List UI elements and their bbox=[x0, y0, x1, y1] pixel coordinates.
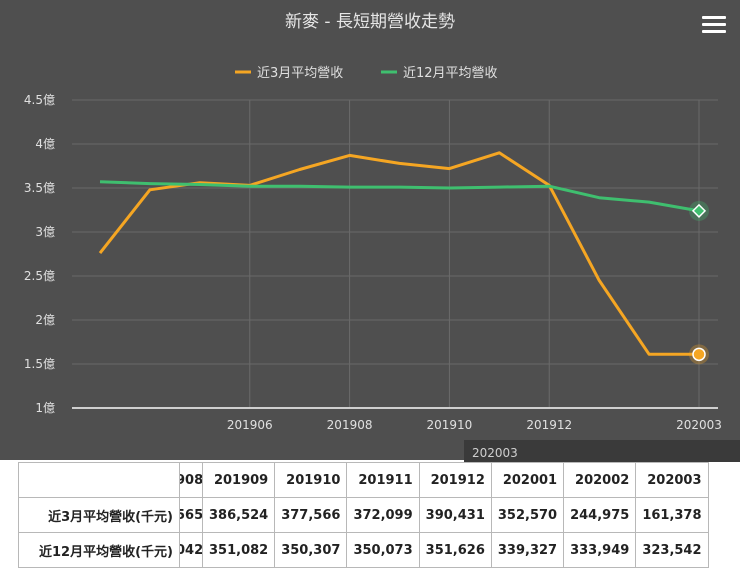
table-header-cell: 202003 bbox=[635, 462, 709, 498]
table-cell: 565 bbox=[179, 497, 203, 533]
y-tick-label: 4.5億 bbox=[24, 93, 55, 107]
table-cell: 351,082 bbox=[201, 532, 276, 568]
table-header-cell: 201912 bbox=[418, 462, 492, 498]
chart-title: 新麥 - 長短期營收走勢 bbox=[285, 12, 455, 32]
table-cell: 377,566 bbox=[274, 497, 348, 533]
tooltip: 202003 bbox=[464, 440, 740, 462]
table-cell: 372,099 bbox=[346, 497, 420, 533]
x-tick-label: 201910 bbox=[427, 418, 473, 432]
table-cell: 042 bbox=[179, 532, 203, 568]
table-cell: 390,431 bbox=[418, 497, 492, 533]
table-cell: 351,626 bbox=[418, 532, 492, 568]
table-cell: 350,073 bbox=[346, 532, 420, 568]
y-tick-label: 4億 bbox=[35, 137, 55, 151]
table-cell: 350,307 bbox=[274, 532, 348, 568]
legend-label-2: 近12月平均營收 bbox=[403, 66, 498, 81]
y-tick-label: 3億 bbox=[35, 225, 55, 239]
series-2-end-point bbox=[691, 203, 707, 218]
row-label: 近3月平均營收(千元) bbox=[18, 497, 180, 533]
table-corner-cell bbox=[18, 462, 180, 498]
data-table: 908 201909 201910 201911 201912 202001 2… bbox=[18, 462, 709, 568]
legend-label-1: 近3月平均營收 bbox=[257, 66, 343, 81]
table-cell: 339,327 bbox=[490, 532, 565, 568]
table-header-row: 908 201909 201910 201911 201912 202001 2… bbox=[18, 462, 709, 498]
table-cell: 323,542 bbox=[635, 532, 709, 568]
table-header-cell: 201910 bbox=[274, 462, 348, 498]
table-cell: 333,949 bbox=[563, 532, 637, 568]
y-tick-label: 2億 bbox=[35, 313, 55, 327]
table-header-cell: 908 bbox=[179, 462, 203, 498]
menu-icon[interactable] bbox=[702, 16, 726, 38]
y-tick-label: 1.5億 bbox=[24, 357, 55, 371]
row-label: 近12月平均營收(千元) bbox=[18, 532, 180, 568]
y-tick-label: 1億 bbox=[35, 401, 55, 415]
series-1-end-point bbox=[692, 347, 706, 362]
table-cell: 161,378 bbox=[635, 497, 709, 533]
y-tick-label: 3.5億 bbox=[24, 181, 55, 195]
table-cell: 352,570 bbox=[490, 497, 565, 533]
table-cell: 244,975 bbox=[563, 497, 637, 533]
table-header-cell: 201911 bbox=[346, 462, 420, 498]
series-line-1 bbox=[98, 151, 699, 356]
table-header-cell: 202001 bbox=[490, 462, 565, 498]
table-header-cell: 202002 bbox=[563, 462, 637, 498]
chart-area: 新麥 - 長短期營收走勢近3月平均營收 近12月平均營收 1億 1.5億 2億 2.5億 3… bbox=[0, 0, 740, 460]
series-line-2 bbox=[99, 180, 700, 213]
x-tick-label: 201906 bbox=[227, 418, 273, 432]
table-row: 近3月平均營收(千元) 565 386,524 377,566 372,099 … bbox=[18, 497, 709, 533]
table-cell: 386,524 bbox=[201, 497, 276, 533]
table-header-cell: 201909 bbox=[201, 462, 276, 498]
x-tick-label: 202003 bbox=[676, 418, 722, 432]
x-tick-label: 201912 bbox=[526, 418, 572, 432]
y-tick-label: 2.5億 bbox=[24, 269, 55, 283]
x-tick-label: 201908 bbox=[327, 418, 373, 432]
table-row: 近12月平均營收(千元) 042 351,082 350,307 350,073… bbox=[18, 532, 709, 568]
